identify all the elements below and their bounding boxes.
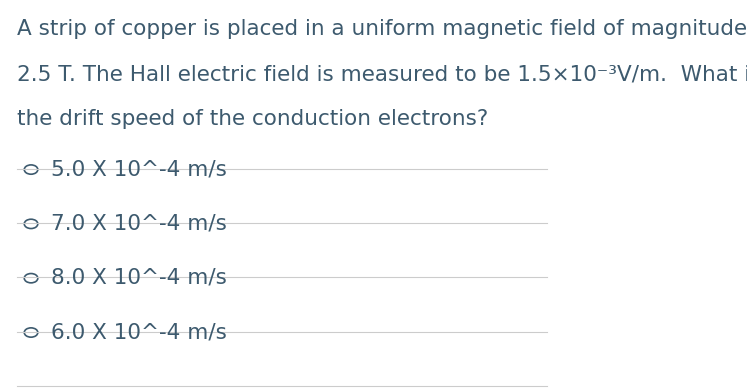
Text: 5.0 X 10^-4 m/s: 5.0 X 10^-4 m/s (51, 159, 226, 179)
Text: 7.0 X 10^-4 m/s: 7.0 X 10^-4 m/s (51, 213, 226, 234)
Text: the drift speed of the conduction electrons?: the drift speed of the conduction electr… (17, 109, 489, 129)
Text: 6.0 X 10^-4 m/s: 6.0 X 10^-4 m/s (51, 322, 226, 342)
Text: 8.0 X 10^-4 m/s: 8.0 X 10^-4 m/s (51, 268, 226, 288)
Text: A strip of copper is placed in a uniform magnetic field of magnitude: A strip of copper is placed in a uniform… (17, 19, 747, 40)
Text: 2.5 T. The Hall electric field is measured to be 1.5×10⁻³V/m.  What is: 2.5 T. The Hall electric field is measur… (17, 64, 747, 84)
